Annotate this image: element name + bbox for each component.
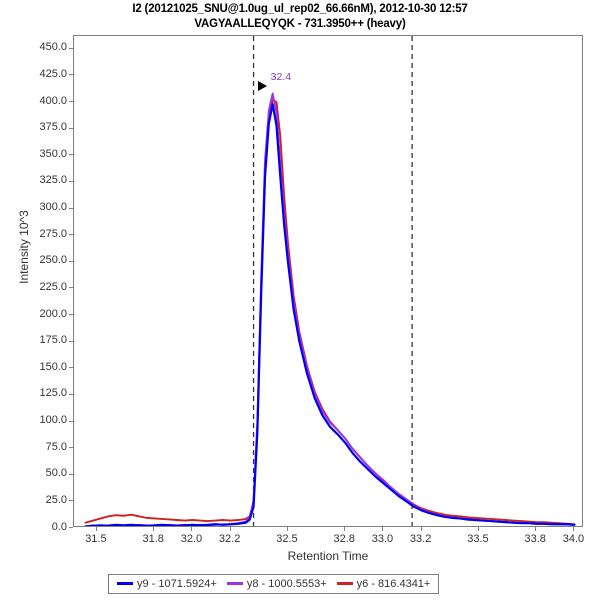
legend-item[interactable]: y8 - 1000.5553+ (226, 577, 327, 590)
x-tick-label: 32.8 (333, 533, 355, 545)
y-tick-mark (69, 207, 73, 209)
y-tick-label: 400.0 (39, 94, 67, 107)
y-tick-label: 350.0 (39, 147, 67, 160)
y-tick-label: 175.0 (39, 334, 67, 347)
chart-title-line2: VAGYAALLEQYQK - 731.3950++ (heavy) (194, 18, 406, 30)
y-tick-mark (69, 47, 73, 49)
trace-line (84, 103, 576, 526)
x-tick-mark (420, 527, 422, 531)
y-tick-mark (69, 180, 73, 182)
y-tick-label: 225.0 (39, 280, 67, 293)
y-tick-mark (69, 234, 73, 236)
y-tick-mark (69, 260, 73, 262)
legend-item-label: y9 - 1071.5924+ (137, 577, 217, 590)
y-tick-mark (69, 314, 73, 315)
x-tick-label: 33.8 (524, 533, 546, 545)
x-tick-mark (286, 527, 288, 531)
trace-line (84, 92, 576, 526)
legend-line-swatch-icon (336, 582, 353, 585)
y-tick-label: 75.0 (45, 440, 67, 453)
trace-line (84, 98, 576, 526)
peak-apex-label: 32.4 (270, 70, 292, 83)
y-tick-mark (69, 393, 73, 395)
y-tick-label: 50.0 (45, 467, 67, 480)
y-tick-mark (69, 101, 73, 103)
y-tick-mark (69, 287, 73, 289)
legend-item-label: y6 - 816.4341+ (356, 577, 431, 590)
y-tick-mark (69, 447, 73, 449)
legend-item[interactable]: y9 - 1071.5924+ (117, 578, 217, 590)
y-tick-mark (69, 154, 73, 156)
y-tick-mark (69, 420, 73, 422)
x-axis-title: Retention Time (287, 549, 369, 563)
x-tick-label: 33.5 (467, 533, 489, 545)
x-tick-label: 31.8 (142, 533, 164, 545)
x-tick-mark (573, 527, 575, 531)
y-tick-mark (69, 527, 73, 528)
y-tick-label: 200.0 (39, 307, 67, 320)
y-tick-label: 425.0 (39, 67, 67, 80)
x-tick-mark (153, 527, 155, 531)
x-tick-label: 32.5 (276, 533, 298, 545)
chart-title: I2 (20121025_SNU@1.0ug_ul_rep02_66.66nM)… (0, 2, 600, 32)
y-tick-mark (69, 340, 73, 342)
legend-item-label: y8 - 1000.5553+ (246, 577, 327, 590)
x-tick-mark (535, 527, 537, 531)
y-tick-mark (69, 367, 73, 369)
plot-area[interactable] (73, 35, 583, 527)
y-tick-label: 300.0 (39, 201, 67, 214)
peak-apex-marker-icon[interactable] (257, 80, 267, 91)
y-tick-label: 125.0 (39, 387, 67, 400)
x-tick-label: 32.2 (218, 533, 241, 545)
y-axis-title: Intensity 10^3 (17, 210, 31, 284)
legend[interactable]: y9 - 1071.5924+ y8 - 1000.5553+ y6 - 816.4… (108, 574, 440, 594)
legend-line-swatch-icon (117, 582, 133, 585)
x-tick-label: 34.0 (562, 533, 585, 545)
x-tick-mark (477, 527, 479, 531)
x-tick-label: 33.0 (371, 533, 394, 545)
x-tick-mark (191, 527, 193, 531)
x-tick-label: 32.0 (180, 533, 203, 545)
y-tick-label: 250.0 (39, 254, 67, 267)
x-tick-label: 31.5 (85, 533, 107, 545)
chart-title-line1: I2 (20121025_SNU@1.0ug_ul_rep02_66.66nM)… (132, 3, 468, 15)
x-tick-mark (229, 527, 231, 531)
y-tick-label: 100.0 (39, 414, 67, 426)
legend-item[interactable]: y6 - 816.4341+ (336, 577, 431, 590)
y-tick-label: 25.0 (45, 493, 67, 506)
y-tick-mark (69, 74, 73, 76)
x-tick-mark (344, 527, 346, 531)
x-tick-mark (95, 527, 97, 531)
y-tick-label: 325.0 (39, 174, 67, 187)
chromatogram-traces (84, 36, 576, 526)
x-tick-mark (382, 527, 384, 531)
y-tick-mark (69, 500, 73, 502)
legend-line-swatch-icon (226, 582, 243, 585)
x-tick-label: 33.2 (409, 533, 432, 545)
y-tick-label: 450.0 (39, 41, 67, 54)
y-tick-mark (69, 473, 73, 475)
y-tick-label: 375.0 (39, 121, 67, 134)
y-tick-label: 275.0 (39, 227, 67, 240)
y-tick-mark (69, 127, 73, 129)
y-tick-label: 0.0 (51, 520, 67, 533)
y-tick-label: 150.0 (39, 360, 67, 373)
